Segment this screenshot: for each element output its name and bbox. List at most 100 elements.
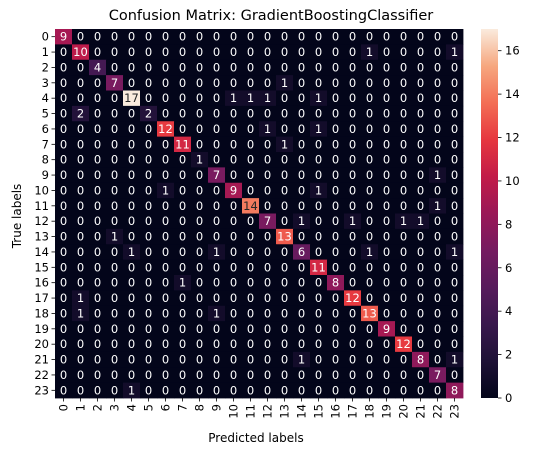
y-tick-label: 19 [34,322,49,336]
cell-value-label: 0 [128,107,135,121]
cell-value-label: 0 [400,168,407,182]
heatmap-cell [72,259,90,276]
cell-value-label: 12 [345,291,360,305]
x-tick-label: 20 [397,404,411,419]
heatmap-cell [106,367,124,384]
cell-value-label: 0 [247,137,254,151]
heatmap-cell [225,152,243,168]
cell-value-label: 0 [366,183,373,197]
heatmap-cell [72,351,90,368]
cell-value-label: 0 [77,122,84,136]
heatmap-cell [123,228,141,245]
cell-value-label: 0 [281,183,288,197]
cell-value-label: 0 [400,322,407,336]
cell-value-label: 0 [349,76,356,90]
heatmap-cell [106,228,124,245]
heatmap-cell [276,228,294,245]
heatmap-cell [123,44,141,61]
cell-value-label: 0 [162,199,169,213]
heatmap-cell [72,213,90,230]
cell-value-label: 0 [451,30,458,44]
heatmap-cell [242,321,260,337]
cell-value-label: 0 [400,245,407,259]
cell-value-label: 0 [179,322,186,336]
cell-value-label: 0 [179,214,186,228]
cell-value-label: 0 [77,353,84,367]
y-tick-label: 15 [34,260,49,274]
cell-value-label: 0 [400,153,407,167]
heatmap-cell [412,290,430,307]
heatmap-cell [225,275,243,291]
cell-value-label: 0 [417,199,424,213]
heatmap-cell [140,136,158,153]
cell-value-label: 0 [451,230,458,244]
cell-value-label: 0 [94,199,101,213]
heatmap-cell [259,290,277,307]
cell-value-label: 0 [383,276,390,290]
heatmap-cell [276,44,294,61]
cell-value-label: 0 [298,122,305,136]
cell-value-label: 0 [145,322,152,336]
x-tick-labels: 0 1 2 3 4 5 6 7 8 9 10 11 12 13 14 15 16 17 18 19 20 21 22 23 [57,398,462,419]
cell-value-label: 0 [434,291,441,305]
cell-value-label: 0 [366,383,373,397]
y-tick-label: 23 [34,383,49,397]
cell-value-label: 0 [60,214,67,228]
heatmap-cell [412,121,430,138]
heatmap-cell [395,121,413,138]
cell-value-label: 0 [349,322,356,336]
heatmap-cell [191,259,209,276]
cell-value-label: 0 [230,245,237,259]
heatmap-cell [89,90,107,107]
heatmap-cell [259,182,277,199]
heatmap-cell [361,228,379,245]
y-tick-label: 5 [42,107,49,121]
heatmap-cell [310,275,328,291]
cell-value-label: 0 [60,137,67,151]
heatmap-cell [55,259,73,276]
cell-value-label: 0 [281,153,288,167]
heatmap-cell [446,305,464,322]
cell-value-label: 0 [111,337,118,351]
heatmap-cell [395,244,413,261]
heatmap-cell [344,351,362,368]
heatmap-cell [157,105,175,122]
heatmap-cell [191,290,209,307]
colorbar-tick-label: 10 [505,174,520,188]
heatmap-cell [89,244,107,261]
x-tick-label: 6 [159,404,173,411]
cell-value-label: 0 [434,153,441,167]
heatmap-cell [191,182,209,199]
heatmap-cell [446,90,464,107]
heatmap-cell [225,367,243,384]
cell-value-label: 0 [179,76,186,90]
cell-value-label: 0 [417,291,424,305]
heatmap-cell [293,75,311,91]
cell-value-label: 4 [94,60,101,74]
cell-value-label: 0 [349,337,356,351]
cell-value-label: 0 [145,153,152,167]
heatmap-cell [225,382,243,399]
cell-value-label: 0 [213,214,220,228]
cell-value-label: 0 [434,183,441,197]
heatmap-cell [293,213,311,230]
cell-value-label: 0 [145,168,152,182]
cell-value-label: 0 [162,383,169,397]
cell-value-label: 0 [315,60,322,74]
x-tick-label: 10 [227,404,241,419]
cell-value-label: 0 [366,230,373,244]
cell-value-label: 0 [417,91,424,105]
cell-value-label: 0 [383,183,390,197]
cell-value-label: 0 [162,260,169,274]
cell-value-label: 0 [434,337,441,351]
heatmap-cell [412,275,430,291]
cell-value-label: 0 [213,337,220,351]
heatmap-cell [140,198,158,214]
cell-value-label: 0 [60,337,67,351]
cell-value-label: 0 [128,60,135,74]
cell-value-label: 0 [451,199,458,213]
cell-value-label: 0 [315,245,322,259]
heatmap-cell [259,29,277,45]
cell-value-label: 0 [94,30,101,44]
heatmap-cell [310,167,328,184]
